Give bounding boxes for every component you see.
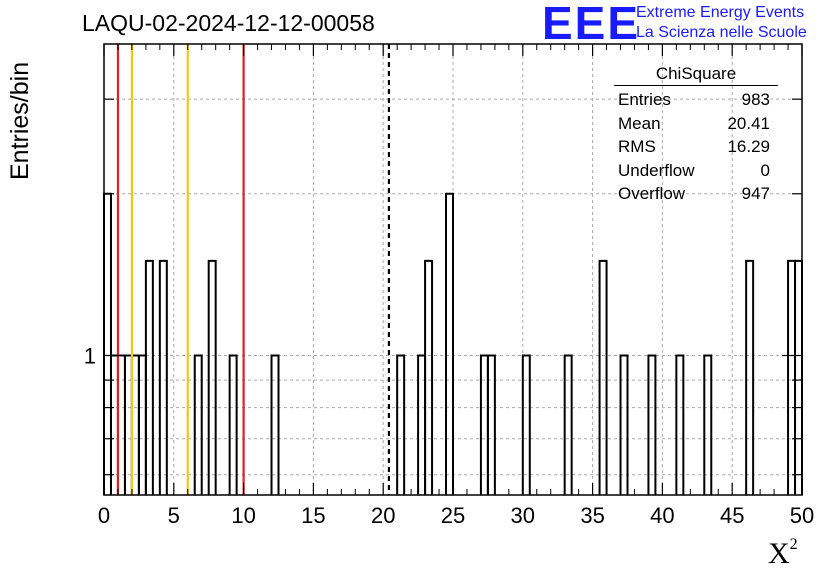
stats-value: 983 <box>741 90 770 109</box>
stats-label: RMS <box>618 137 656 156</box>
x-tick-label: 40 <box>650 503 674 528</box>
histogram-bin <box>228 354 238 495</box>
histogram-bin <box>703 354 713 495</box>
histogram-bin <box>417 354 427 495</box>
histogram-bin <box>270 354 280 495</box>
histogram-bin <box>486 354 496 495</box>
x-tick-label: 35 <box>580 503 604 528</box>
chart-title: LAQU-02-2024-12-12-00058 <box>82 10 375 36</box>
histogram-bin <box>675 354 685 495</box>
histogram-bin <box>396 354 406 495</box>
stats-box-title: ChiSquare <box>614 64 778 86</box>
stats-row-overflow: Overflow 947 <box>612 182 778 206</box>
x-tick-label: 30 <box>511 503 535 528</box>
stats-value: 947 <box>741 184 770 203</box>
y-axis-label: Entries/bin <box>6 61 34 180</box>
histogram-bin <box>598 259 608 495</box>
histogram-bin <box>794 259 803 495</box>
histogram-bin <box>137 354 147 495</box>
histogram-bin <box>787 259 797 495</box>
x-tick-label: 20 <box>371 503 395 528</box>
stats-box: ChiSquare Entries 983 Mean 20.41 RMS 16.29 … <box>612 64 778 206</box>
x-axis-label: X2 <box>768 536 798 571</box>
histogram-bin <box>103 192 112 495</box>
axis-ticks: 0 5 10 15 20 25 30 35 40 45 50 1 <box>84 44 814 528</box>
histogram-bin <box>745 259 755 495</box>
histogram-bin <box>647 354 657 495</box>
y-tick-label: 1 <box>84 344 96 369</box>
x-tick-label: 0 <box>98 503 110 528</box>
histogram-bin <box>193 354 203 495</box>
stats-row-mean: Mean 20.41 <box>612 112 778 136</box>
x-tick-label: 10 <box>231 503 255 528</box>
stats-value: 16.29 <box>727 137 770 156</box>
stats-row-entries: Entries 983 <box>612 88 778 112</box>
x-tick-label: 25 <box>441 503 465 528</box>
x-tick-label: 5 <box>168 503 180 528</box>
histogram-bin <box>445 192 454 495</box>
histogram-bin <box>158 259 168 495</box>
stats-row-rms: RMS 16.29 <box>612 135 778 159</box>
histogram-bin <box>207 259 217 495</box>
histogram-bars <box>103 192 803 495</box>
marker-lines <box>116 44 391 495</box>
x-tick-label: 15 <box>301 503 325 528</box>
x-tick-label: 50 <box>790 503 814 528</box>
histogram-bin <box>563 354 573 495</box>
eee-logo: EEE <box>542 0 641 49</box>
histogram-bin <box>479 354 489 495</box>
histogram-bin <box>144 259 154 495</box>
stats-label: Entries <box>618 90 671 109</box>
stats-label: Mean <box>618 113 661 133</box>
stats-value: 20.41 <box>727 113 770 133</box>
stats-label: Underflow <box>618 160 695 180</box>
x-axis-label-superscript: 2 <box>789 536 798 553</box>
logo-line-1: Extreme Energy Events <box>636 4 805 21</box>
logo-line-2: La Scienza nelle Scuole <box>636 24 807 41</box>
x-tick-label: 45 <box>720 503 744 528</box>
histogram-bin <box>424 259 434 495</box>
stats-row-underflow: Underflow 0 <box>612 159 778 183</box>
x-axis-label-base: X <box>768 537 790 570</box>
stats-label: Overflow <box>618 184 686 203</box>
histogram-bin <box>619 354 629 495</box>
histogram-bin <box>521 354 531 495</box>
stats-value: 0 <box>760 160 770 180</box>
